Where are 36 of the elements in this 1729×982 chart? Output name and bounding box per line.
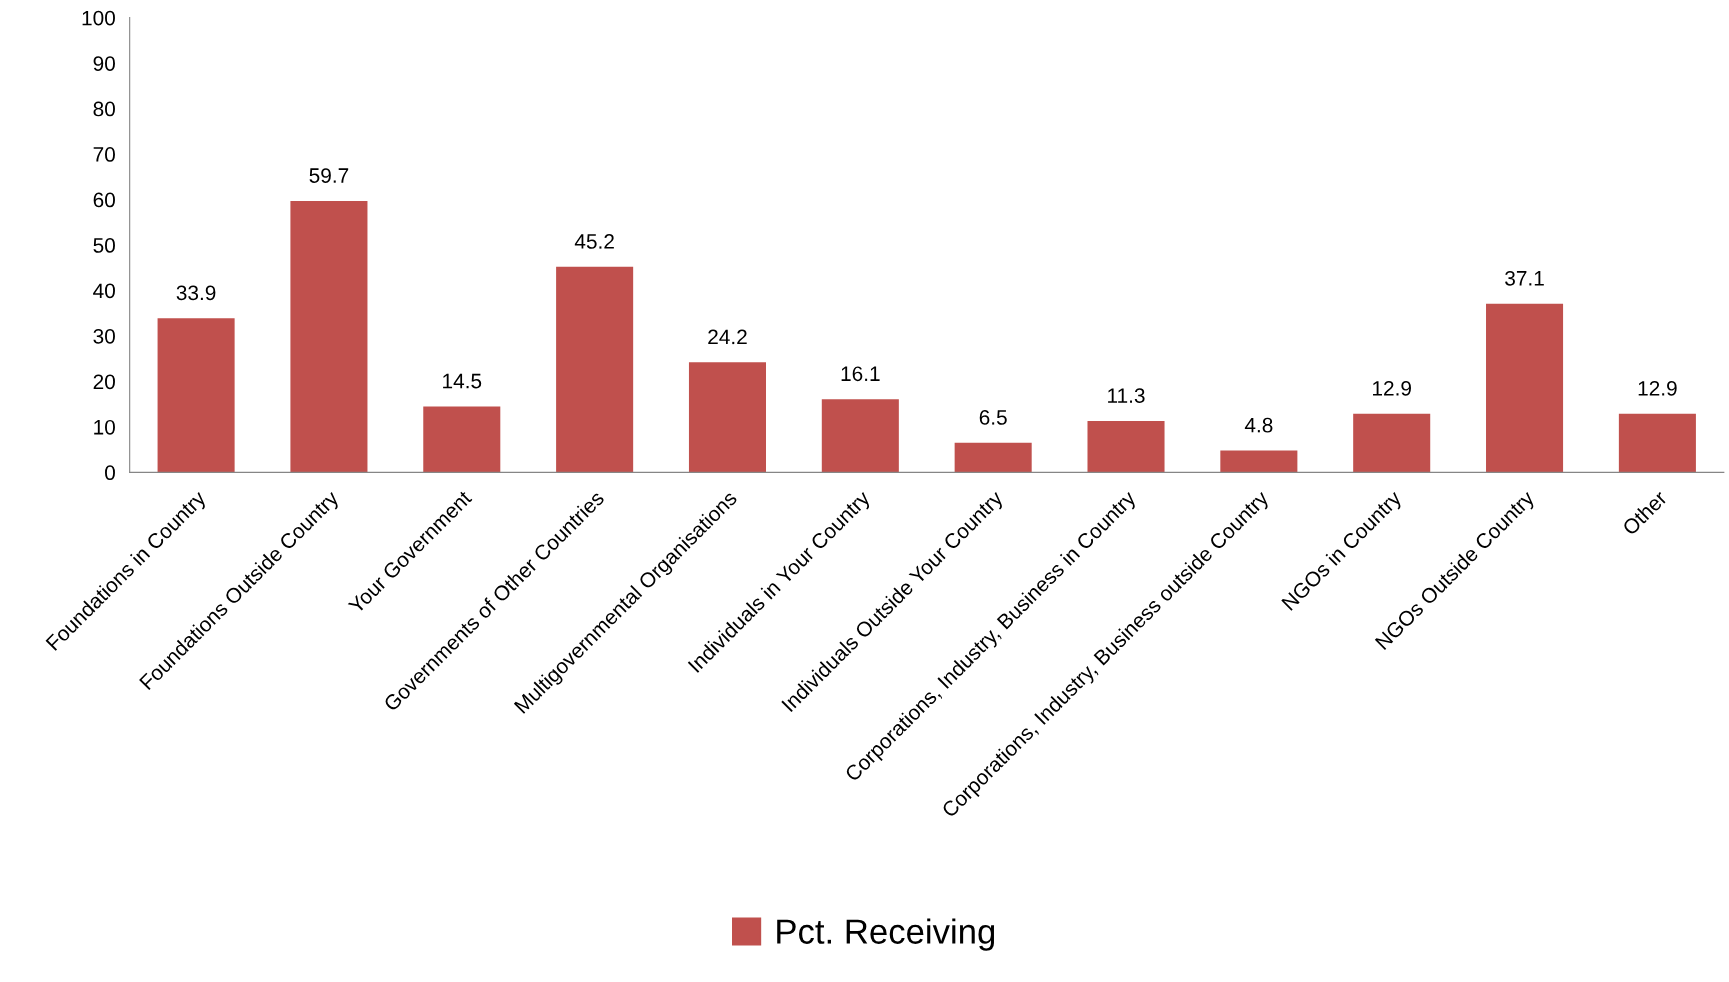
bar bbox=[423, 406, 501, 473]
y-tick-label: 50 bbox=[93, 238, 115, 253]
data-label: 6.5 bbox=[979, 410, 1007, 425]
y-tick-label: 10 bbox=[94, 419, 115, 435]
bar bbox=[1220, 450, 1298, 473]
y-tick-label: 100 bbox=[82, 10, 115, 26]
y-tick-label: 70 bbox=[93, 147, 115, 162]
data-label: 24.2 bbox=[708, 329, 747, 345]
bar bbox=[290, 200, 368, 473]
data-label: 59.7 bbox=[309, 168, 349, 183]
bar bbox=[821, 399, 899, 473]
data-label: 37.1 bbox=[1505, 270, 1544, 286]
data-label: 16.1 bbox=[841, 366, 880, 382]
y-tick-label: 40 bbox=[93, 283, 115, 299]
y-tick-label: 80 bbox=[93, 101, 115, 117]
data-label: 11.3 bbox=[1108, 388, 1145, 403]
y-tick-label: 0 bbox=[105, 465, 115, 481]
bar bbox=[1353, 413, 1431, 473]
data-label: 4.8 bbox=[1244, 417, 1273, 433]
bar bbox=[688, 362, 766, 473]
bar bbox=[157, 318, 235, 473]
data-label: 45.2 bbox=[574, 234, 614, 249]
y-tick-label: 20 bbox=[93, 374, 115, 390]
data-label: 12.9 bbox=[1373, 380, 1411, 396]
data-label: 12.9 bbox=[1638, 380, 1677, 396]
bar bbox=[954, 442, 1032, 473]
bar bbox=[556, 266, 634, 473]
y-tick-label: 60 bbox=[93, 192, 115, 208]
data-label: 33.9 bbox=[176, 285, 216, 301]
bar bbox=[1618, 413, 1696, 473]
data-label: 14.5 bbox=[443, 373, 482, 389]
legend-label: Pct. Receiving bbox=[777, 918, 995, 951]
bar bbox=[1486, 303, 1564, 473]
y-tick-label: 30 bbox=[93, 328, 115, 344]
y-tick-label: 90 bbox=[93, 56, 115, 71]
bar bbox=[1087, 420, 1165, 473]
